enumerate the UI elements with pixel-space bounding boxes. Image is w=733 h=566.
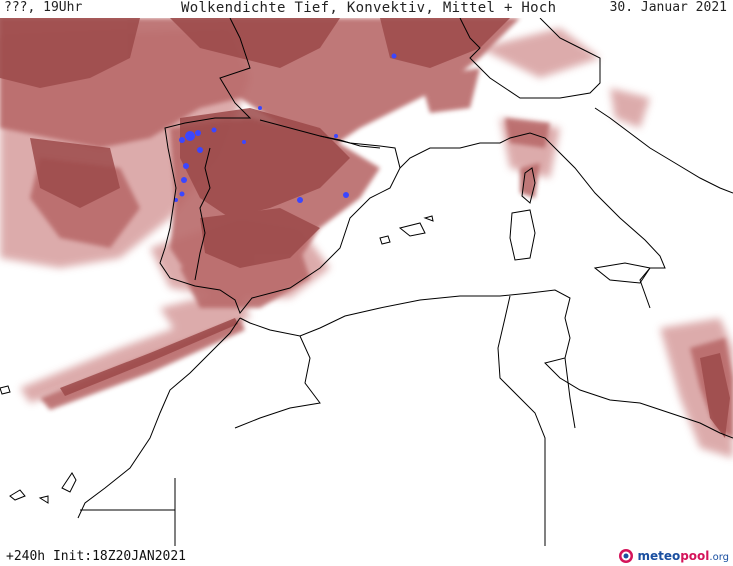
cloud-density-map xyxy=(0,18,733,546)
date-label: 30. Januar 2021 xyxy=(609,0,727,15)
map-title: Wolkendichte Tief, Konvektiv, Mittel + H… xyxy=(181,0,557,16)
model-run-label: +240h Init:18Z20JAN2021 xyxy=(6,549,187,564)
logo-text-org: .org xyxy=(709,552,729,563)
meteopool-logo[interactable]: meteopool.org xyxy=(618,548,729,564)
cloud-layer-dense xyxy=(0,18,730,438)
map-frame xyxy=(0,18,733,546)
coastlines-borders xyxy=(0,18,733,546)
meteopool-logo-icon xyxy=(619,549,634,563)
logo-text-meteo: meteo xyxy=(637,549,681,563)
time-label: ???, 19Uhr xyxy=(4,0,83,15)
convective-cells xyxy=(174,53,397,203)
logo-text-pool: pool xyxy=(680,549,710,563)
